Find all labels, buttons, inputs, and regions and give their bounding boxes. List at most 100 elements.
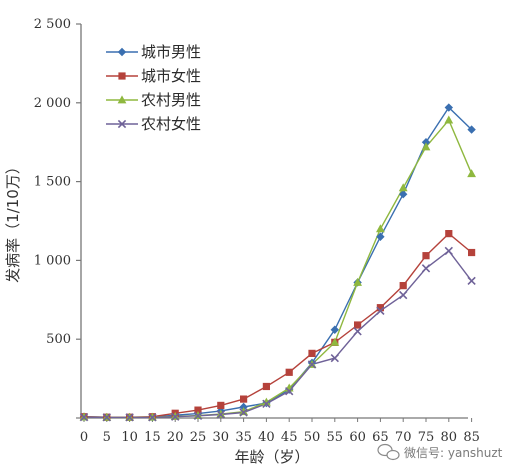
data-point	[399, 290, 408, 300]
y-axis-ticks: 500 1 000 1 500 2 000 2 500	[34, 17, 81, 419]
x-tick-label: 55	[327, 430, 344, 445]
legend-marker	[117, 95, 127, 104]
x-tick-label: 25	[190, 430, 207, 445]
legend-label: 农村女性	[141, 115, 201, 133]
data-point	[239, 408, 248, 417]
data-point	[444, 246, 453, 256]
data-point	[467, 169, 476, 178]
data-point	[262, 399, 271, 408]
series-line-3	[83, 118, 473, 419]
legend-marker	[118, 72, 126, 80]
x-tick-label: 0	[80, 430, 88, 445]
data-point	[376, 224, 385, 233]
data-point	[262, 382, 270, 391]
x-tick-label: 20	[167, 430, 184, 445]
x-axis-title: 年龄（岁）	[234, 448, 309, 466]
axes	[80, 24, 468, 419]
series-4-points	[79, 246, 476, 422]
x-tick-label: 30	[213, 430, 230, 445]
series-lines	[83, 106, 473, 419]
data-point	[239, 407, 248, 416]
watermark-text: 微信号: yanshuzt	[404, 446, 503, 460]
data-point	[171, 412, 180, 421]
legend-item-1: 城市男性	[106, 43, 201, 61]
data-point	[354, 321, 362, 329]
data-point	[262, 397, 271, 406]
x-tick-label: 80	[441, 430, 458, 445]
data-point	[353, 277, 362, 286]
data-point	[285, 368, 293, 376]
legend-label: 农村男性	[141, 91, 201, 109]
data-point	[444, 115, 454, 124]
legend-item-3: 农村男性	[106, 91, 201, 109]
x-tick-label: 40	[258, 430, 275, 445]
y-tick-label: 2 500	[34, 17, 71, 32]
x-tick-label: 85	[463, 430, 480, 445]
series-line-1	[83, 106, 473, 418]
data-point	[422, 252, 430, 260]
x-axis-ticks: 0 5 10 15 20 25 30 35 40 45 50 55 60 65 70 75 80 85	[80, 418, 480, 445]
data-point	[307, 360, 317, 369]
data-point	[421, 142, 431, 151]
data-point	[330, 325, 339, 334]
y-tick-label: 2 000	[34, 96, 71, 111]
data-point	[239, 402, 248, 412]
legend-label: 城市女性	[141, 67, 201, 85]
data-point	[240, 395, 248, 403]
data-point	[330, 337, 340, 346]
data-point	[444, 103, 453, 112]
data-point	[102, 413, 111, 422]
series-line-4	[83, 249, 473, 419]
legend-item-4: 农村女性	[106, 115, 201, 133]
data-point	[421, 264, 431, 273]
x-tick-label: 70	[395, 430, 412, 445]
data-point	[445, 230, 453, 238]
data-point	[376, 306, 385, 315]
data-point	[468, 248, 476, 257]
y-tick-label: 500	[46, 332, 71, 347]
data-point	[194, 406, 202, 414]
data-point	[285, 387, 294, 396]
data-point	[399, 282, 407, 290]
data-point	[376, 304, 384, 312]
data-point	[193, 411, 203, 420]
data-point	[148, 413, 157, 422]
data-point	[421, 138, 431, 147]
legend-label: 城市男性	[141, 43, 201, 61]
x-tick-label: 50	[304, 430, 321, 445]
x-tick-label: 45	[281, 430, 298, 445]
series-1-points	[79, 103, 476, 422]
data-point	[353, 327, 362, 336]
data-point	[308, 349, 316, 357]
x-tick-label: 5	[103, 430, 111, 445]
series-markers	[79, 103, 476, 422]
data-point	[398, 183, 408, 192]
legend-marker	[117, 119, 127, 129]
x-tick-label: 35	[235, 430, 252, 445]
data-point	[399, 190, 408, 199]
data-point	[79, 413, 89, 422]
data-point	[125, 413, 134, 422]
data-point	[467, 276, 476, 286]
data-point	[217, 401, 225, 409]
wechat-icon	[377, 443, 400, 461]
data-point	[376, 232, 385, 241]
series-line-2	[83, 232, 473, 418]
x-tick-label: 65	[372, 430, 389, 445]
x-tick-label: 60	[349, 430, 366, 445]
y-tick-label: 1 500	[34, 175, 71, 190]
data-point	[216, 410, 225, 419]
x-tick-label: 75	[418, 430, 435, 445]
data-point	[330, 353, 339, 363]
data-point	[467, 125, 476, 134]
y-axis-title: 发病率（1/10万）	[4, 159, 22, 283]
x-tick-label: 10	[121, 430, 138, 445]
watermark: 微信号: yanshuzt	[377, 443, 503, 461]
y-tick-label: 1 000	[34, 253, 71, 268]
legend-marker	[117, 47, 127, 57]
legend-item-2: 城市女性	[106, 67, 201, 85]
x-tick-label: 15	[144, 430, 161, 445]
